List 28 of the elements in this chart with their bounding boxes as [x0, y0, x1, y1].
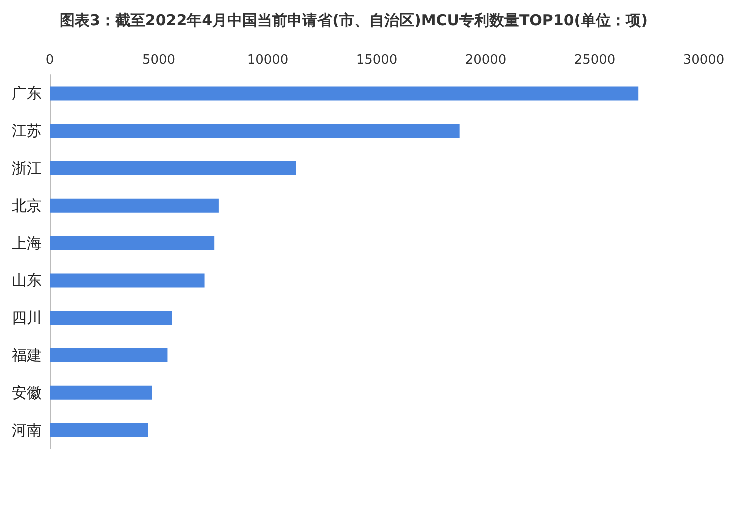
bar — [50, 198, 219, 213]
x-tick-label: 25000 — [574, 53, 616, 68]
y-tick-label: 安徽 — [12, 384, 42, 402]
bar — [50, 236, 215, 250]
x-tick-label: 30000 — [683, 53, 725, 68]
x-tick-label: 10000 — [247, 53, 289, 68]
y-tick-label: 江苏 — [12, 122, 42, 140]
bar — [50, 162, 296, 176]
bar — [50, 311, 172, 326]
y-tick-label: 山东 — [12, 272, 42, 290]
y-tick-label: 河南 — [12, 421, 42, 440]
y-tick-label: 浙江 — [12, 160, 42, 178]
y-tick-label: 北京 — [12, 196, 42, 215]
y-tick-label: 福建 — [12, 346, 42, 364]
x-tick-label: 0 — [46, 53, 54, 68]
chart-title: 图表3：截至2022年4月中国当前申请省(市、自治区)MCU专利数量TOP10(单位：项) — [60, 12, 648, 30]
bar — [50, 423, 148, 438]
x-tick-label: 15000 — [356, 53, 398, 68]
bar — [50, 124, 460, 138]
bar — [50, 386, 152, 400]
bar — [50, 274, 205, 288]
y-tick-label: 上海 — [12, 234, 42, 252]
x-tick-label: 20000 — [465, 53, 507, 68]
bar — [50, 348, 168, 362]
bar — [50, 86, 639, 101]
y-tick-label: 广东 — [12, 84, 42, 103]
x-tick-label: 5000 — [142, 53, 176, 68]
y-tick-label: 四川 — [12, 309, 42, 328]
